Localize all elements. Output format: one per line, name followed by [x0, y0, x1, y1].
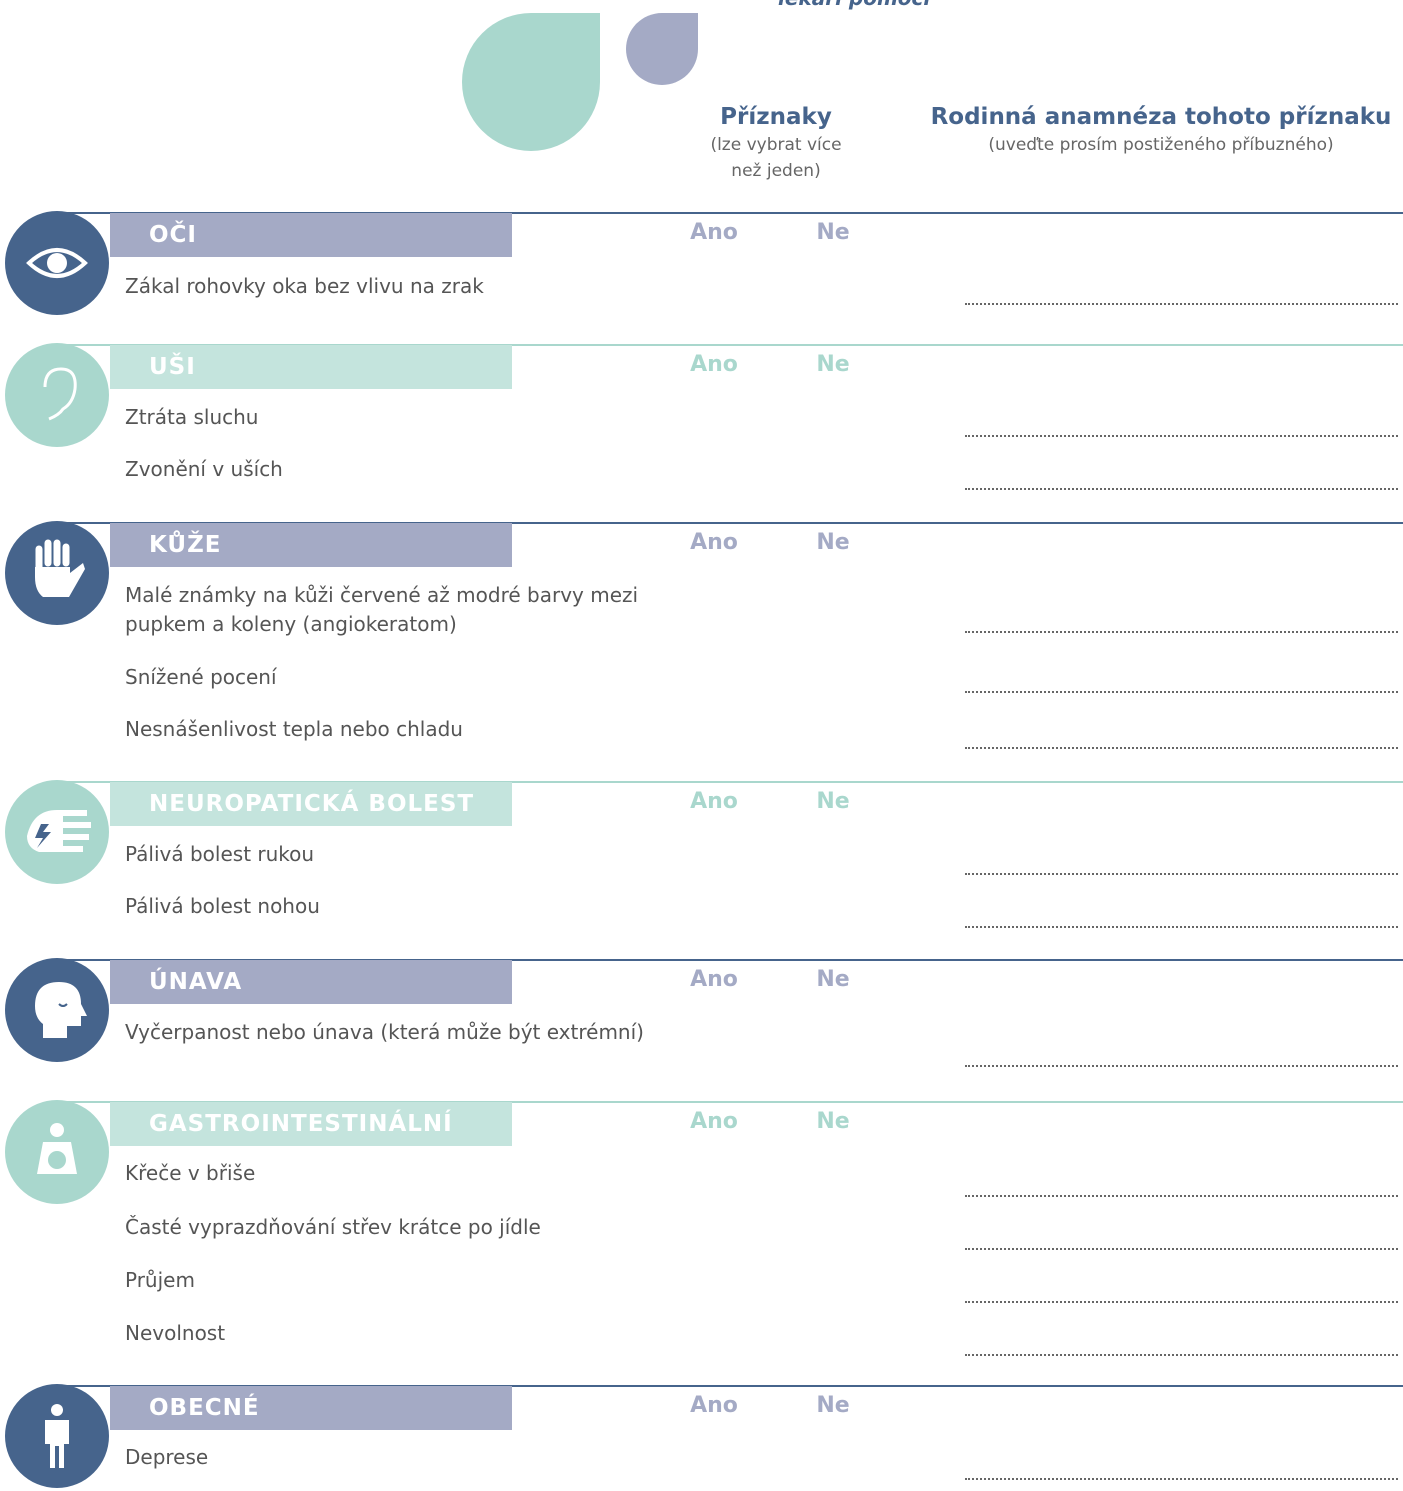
answer-line	[965, 631, 1398, 633]
section-icon	[5, 1100, 109, 1204]
answer-line	[965, 691, 1398, 693]
symptom-item: Zvonění v uších	[125, 457, 283, 481]
symptoms-title: Příznaky	[720, 104, 832, 130]
answer-line	[965, 873, 1398, 875]
symptom-item: Pálivá bolest nohou	[125, 894, 320, 918]
answer-line	[965, 303, 1398, 305]
symptom-item: Ztráta sluchu	[125, 405, 259, 429]
family-title: Rodinná anamnéza tohoto příznaku	[930, 104, 1392, 130]
symptom-item: Nevolnost	[125, 1321, 226, 1345]
yes-label: Ano	[690, 1393, 738, 1418]
no-label: Ne	[816, 220, 850, 245]
yes-label: Ano	[690, 1109, 738, 1134]
symptom-item: Malé známky na kůži červené až modré bar…	[125, 583, 639, 636]
section-icon	[5, 211, 109, 315]
drop-small	[626, 13, 698, 85]
section-line	[57, 959, 1403, 961]
symptom-item: Průjem	[125, 1268, 195, 1292]
section-bar	[110, 345, 512, 389]
section-line	[57, 212, 1403, 214]
yes-label: Ano	[690, 220, 738, 245]
decoration	[462, 13, 698, 151]
no-label: Ne	[816, 352, 850, 377]
answer-line	[965, 1248, 1398, 1250]
section-title: OBECNÉ	[149, 1395, 260, 1421]
section-icon	[5, 1384, 109, 1488]
section-title: GASTROINTESTINÁLNÍ	[149, 1111, 453, 1137]
answer-line	[965, 435, 1398, 437]
section-icon	[5, 343, 109, 447]
symptom-item: Křeče v břiše	[125, 1161, 256, 1185]
yes-label: Ano	[690, 530, 738, 555]
symptom-item: Vyčerpanost nebo únava (která může být e…	[125, 1020, 644, 1044]
section-bar	[110, 213, 512, 257]
section-title: UŠI	[149, 354, 196, 380]
no-label: Ne	[816, 1109, 850, 1134]
section-bar	[110, 523, 512, 567]
section-bar	[110, 960, 512, 1004]
no-label: Ne	[816, 967, 850, 992]
answer-line	[965, 1478, 1398, 1480]
answer-line	[965, 1301, 1398, 1303]
section-bar	[110, 1386, 512, 1430]
family-note: (uveďte prosím postiženého příbuzného)	[988, 135, 1334, 155]
answer-line	[965, 488, 1398, 490]
section-line	[57, 522, 1403, 524]
symptom-item: Snížené pocení	[125, 665, 277, 689]
answer-line	[965, 926, 1398, 928]
section-icon	[5, 780, 109, 884]
symptom-item: Zákal rohovky oka bez vlivu na zrak	[125, 274, 484, 298]
yes-label: Ano	[690, 789, 738, 814]
section-line	[57, 1385, 1403, 1387]
section-title: KŮŽE	[149, 532, 222, 558]
answer-line	[965, 1195, 1398, 1197]
section-title: OČI	[149, 222, 197, 248]
section-line	[57, 781, 1403, 783]
section-bar	[110, 1102, 512, 1146]
no-label: Ne	[816, 1393, 850, 1418]
no-label: Ne	[816, 530, 850, 555]
top-text: lékaři pomoci	[778, 0, 930, 10]
symptom-item: Pálivá bolest rukou	[125, 842, 315, 866]
no-label: Ne	[816, 789, 850, 814]
answer-line	[965, 747, 1398, 749]
symptoms-note: (lze vybrat více než jeden)	[710, 135, 842, 181]
section-line	[57, 1101, 1403, 1103]
section-title: ÚNAVA	[149, 969, 243, 995]
section-icon	[5, 521, 109, 625]
section-line	[57, 344, 1403, 346]
section-bar	[110, 782, 512, 826]
yes-label: Ano	[690, 352, 738, 377]
drop-large	[462, 13, 600, 151]
answer-line	[965, 1065, 1398, 1067]
symptom-item: Nesnášenlivost tepla nebo chladu	[125, 717, 463, 741]
yes-label: Ano	[690, 967, 738, 992]
symptom-item: Deprese	[125, 1445, 209, 1469]
symptom-item: Časté vyprazdňování střev krátce po jídl…	[125, 1215, 541, 1239]
section-icon	[5, 958, 109, 1062]
answer-line	[965, 1354, 1398, 1356]
section-title: NEUROPATICKÁ BOLEST	[149, 791, 475, 817]
